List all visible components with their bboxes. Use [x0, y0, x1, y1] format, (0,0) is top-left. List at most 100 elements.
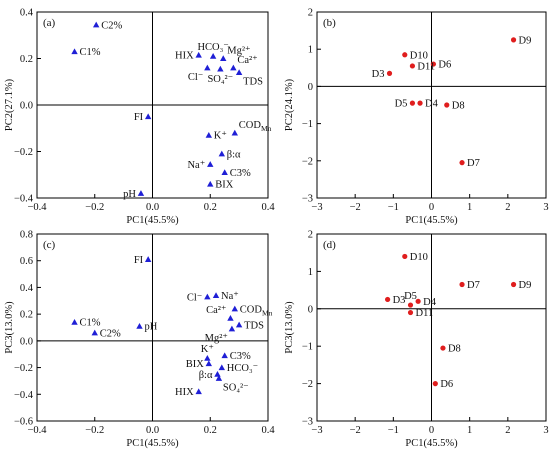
marker-d10 [402, 253, 408, 260]
marker-d7 [459, 160, 465, 166]
marker-d8 [440, 345, 446, 351]
point-label: D10 [410, 50, 428, 61]
marker-ph [137, 190, 145, 196]
y-axis-label: PC2(24.1%) [284, 78, 295, 131]
point-label: D6 [440, 379, 453, 390]
y-axis-label: PC3(13.0%) [284, 301, 295, 354]
marker-hco [209, 52, 217, 59]
y-tick-label: 1 [308, 45, 313, 56]
x-tick-label: 0.2 [204, 425, 217, 436]
marker- [218, 150, 225, 157]
x-tick-label: −3 [311, 425, 322, 436]
point-label: K⁺ [214, 131, 227, 142]
x-axis-label: PC1(45.5%) [126, 438, 179, 449]
marker-c2 [91, 329, 98, 336]
point-label: SO₄²⁻ [223, 382, 249, 393]
point-label: D5 [395, 99, 408, 110]
marker-cl [204, 64, 211, 71]
y-tick-label: −1 [302, 119, 313, 130]
x-tick-label: −1 [388, 202, 399, 213]
point-label: C2% [101, 20, 122, 31]
x-axis-label: PC1(45.5%) [405, 215, 458, 226]
marker-d7 [459, 281, 465, 288]
point-label: CODMn [239, 120, 272, 133]
marker-bix [207, 180, 214, 187]
marker-d11 [407, 309, 414, 316]
x-tick-label: 0.4 [261, 425, 275, 436]
marker-d4 [415, 298, 421, 304]
y-tick-label: 0.2 [20, 310, 33, 321]
point-label: D9 [519, 280, 532, 291]
point-label: D9 [519, 35, 532, 46]
marker-mg [220, 55, 227, 62]
marker-cl [204, 293, 211, 300]
point-label: SO₄²⁻ [207, 74, 233, 85]
panel-label: (b) [323, 17, 336, 29]
panel-c: −0.4 −0.2 0.0 0.2 0.4−0.6−0.4−0.20.00.20.40.… [4, 230, 275, 450]
point-label: D11 [417, 61, 435, 72]
point-label: HIX [175, 51, 194, 62]
marker-d6 [432, 381, 438, 387]
x-tick-label: 0 [429, 202, 434, 213]
point-label: D11 [416, 308, 434, 319]
y-tick-label: 0 [308, 82, 313, 93]
y-tick-label: −0.2 [14, 363, 33, 374]
x-tick-label: 2 [505, 202, 510, 213]
marker-c2 [92, 21, 100, 28]
marker-c3 [221, 352, 228, 359]
point-label: TDS [244, 320, 264, 331]
x-tick-label: −2 [350, 202, 361, 213]
x-tick-label: −0.2 [85, 202, 104, 213]
marker-hix [195, 388, 202, 395]
point-label: C2% [100, 328, 121, 339]
marker-d9 [510, 37, 517, 43]
point-label: C3% [230, 351, 251, 362]
marker-hco [218, 364, 225, 371]
point-label: D8 [448, 344, 461, 355]
x-tick-label: −3 [311, 202, 322, 213]
x-tick-label: 3 [543, 202, 548, 213]
point-label: D5 [404, 291, 417, 302]
y-tick-label: −0.4 [14, 390, 34, 401]
point-label: D6 [438, 60, 451, 71]
marker-d3 [385, 296, 391, 303]
x-tick-label: 2 [505, 425, 510, 436]
point-label: HIX [175, 387, 194, 398]
point-label: HCO₃⁻ [227, 363, 258, 374]
y-axis-label: PC3(13.0%) [4, 301, 15, 354]
marker-tds [235, 321, 243, 328]
marker-d11 [409, 63, 416, 69]
panel-label: (d) [323, 239, 336, 251]
point-label: D10 [410, 252, 428, 263]
marker-c3 [221, 169, 228, 175]
y-tick-label: 0.4 [20, 283, 34, 294]
marker-mg [228, 325, 236, 332]
y-tick-label: −0.6 [14, 417, 33, 428]
point-label: Mg²⁺ [227, 46, 250, 57]
marker-d3 [386, 70, 393, 76]
y-axis-label: PC2(27.1%) [4, 78, 15, 131]
marker-d4 [417, 100, 423, 106]
marker-ph [136, 322, 143, 329]
marker-d6 [430, 61, 437, 67]
point-label: D7 [467, 158, 480, 169]
marker-d8 [444, 102, 450, 108]
y-tick-label: 0.6 [20, 256, 33, 267]
point-label: D4 [423, 297, 437, 308]
marker-tds [235, 69, 243, 76]
point-label: Na⁺ [187, 160, 205, 171]
point-label: C1% [80, 318, 101, 329]
point-label: TDS [243, 76, 263, 87]
marker-so [217, 65, 224, 72]
y-tick-label: 0.8 [20, 230, 33, 241]
marker-na [212, 292, 220, 299]
point-label: BIX [186, 359, 205, 370]
x-tick-label: 1 [467, 425, 472, 436]
x-tick-label: 3 [543, 425, 548, 436]
marker-d10 [402, 52, 408, 58]
marker-k [204, 355, 211, 361]
marker-na [207, 161, 214, 167]
x-tick-label: 0.4 [261, 202, 275, 213]
point-label: Cl⁻ [187, 292, 202, 303]
